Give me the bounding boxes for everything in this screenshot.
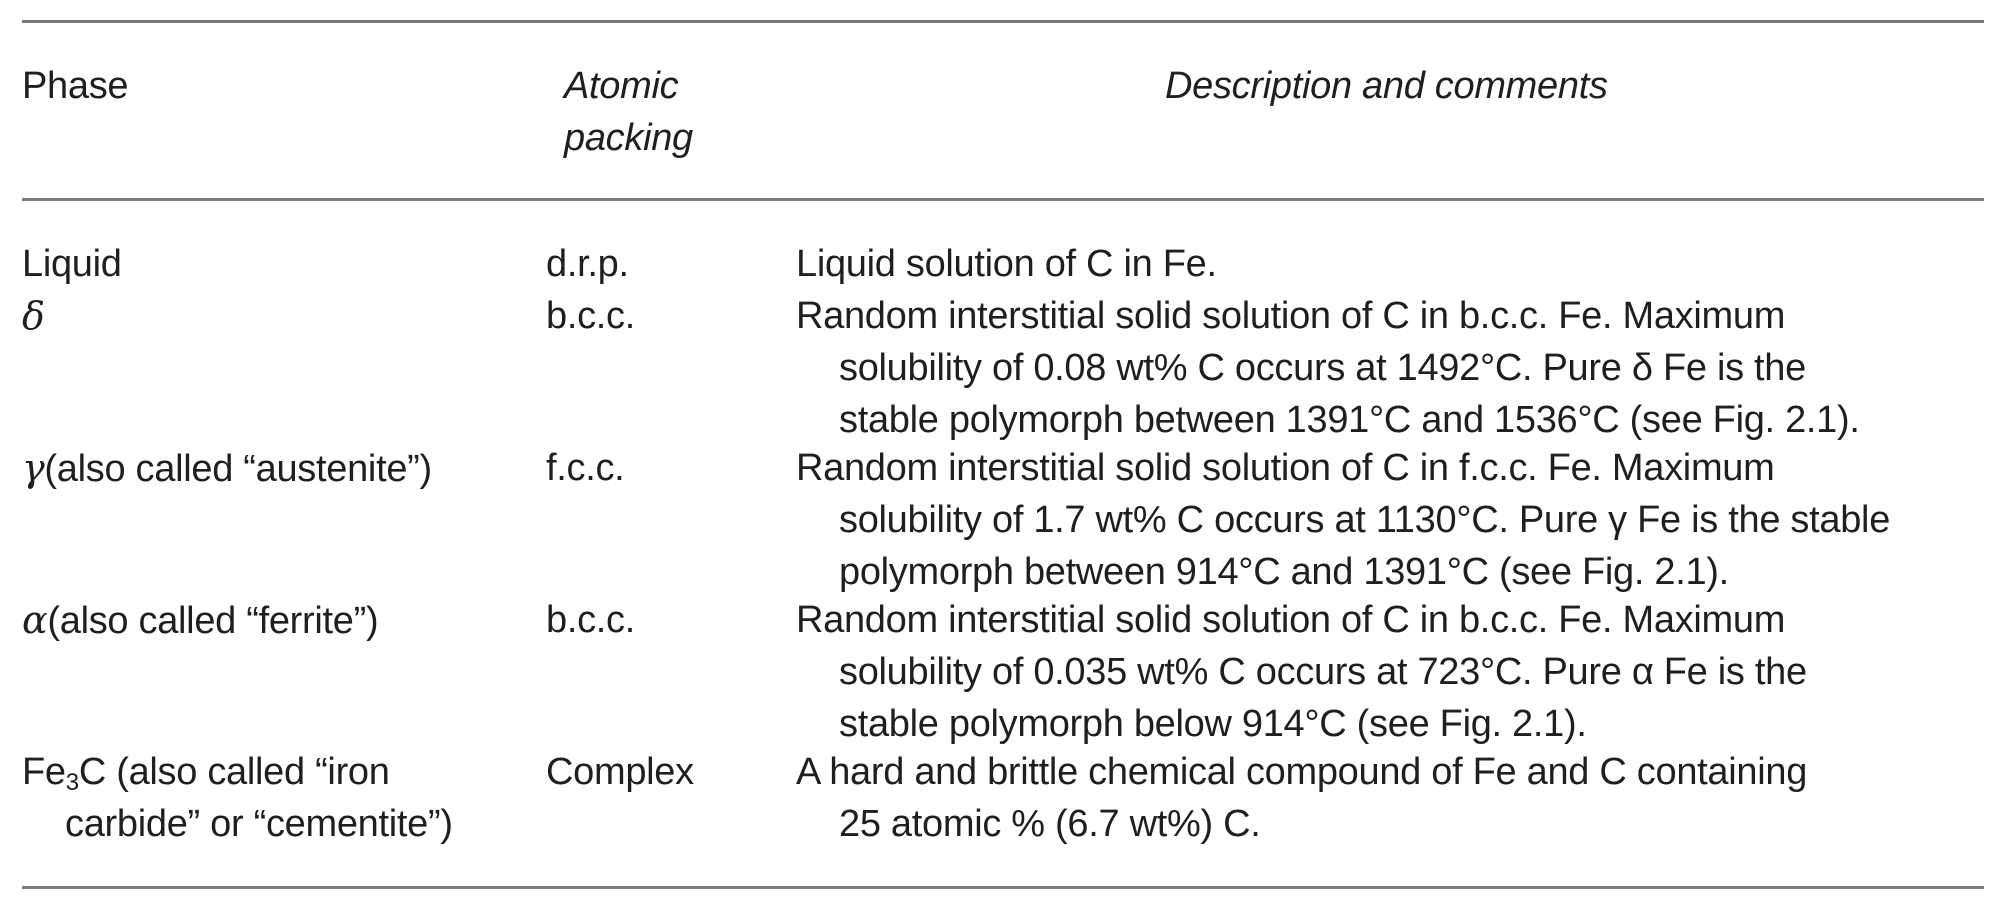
phase-text: (also called “austenite”): [44, 448, 432, 490]
description-line: stable polymorph between 1391°C and 1536…: [839, 399, 1860, 441]
description-line: Random interstitial solid solution of C …: [796, 295, 1786, 337]
description-line: polymorph between 914°C and 1391°C (see …: [839, 551, 1729, 593]
phase-name-continued: carbide” or “cementite”): [65, 803, 453, 845]
row-gamma-phase: γ(also called “austenite”): [22, 442, 432, 495]
header-atomic-packing-line2: packing: [564, 117, 693, 159]
row-alpha-description: Random interstitial solid solution of C …: [796, 594, 1807, 750]
phase-symbol: α: [22, 598, 48, 642]
description-line: Random interstitial solid solution of C …: [796, 447, 1775, 489]
description-line: solubility of 1.7 wt% C occurs at 1130°C…: [839, 499, 1891, 541]
description-line: Liquid solution of C in Fe.: [796, 243, 1217, 285]
header-description: Description and comments: [1165, 65, 1608, 107]
row-alpha-phase: α(also called “ferrite”): [22, 594, 379, 647]
header-phase: Phase: [22, 65, 129, 107]
table-top-rule: [22, 20, 1984, 23]
description-line: stable polymorph below 914°C (see Fig. 2…: [839, 703, 1587, 745]
description-line: A hard and brittle chemical compound of …: [796, 751, 1808, 793]
row-alpha-packing: b.c.c.: [546, 599, 636, 641]
row-cementite-packing: Complex: [546, 751, 694, 793]
phase-name: α(also called “ferrite”): [22, 594, 379, 647]
phase-name: Liquid: [22, 243, 122, 285]
phase-name: Fe3C (also called “iron: [22, 746, 453, 798]
row-delta-packing: b.c.c.: [546, 295, 636, 337]
row-delta-phase: δ: [22, 290, 45, 343]
row-liquid-description: Liquid solution of C in Fe.: [796, 238, 1217, 290]
phase-symbol: δ: [22, 294, 45, 338]
description-line: 25 atomic % (6.7 wt%) C.: [839, 803, 1261, 845]
phase-formula-subscript: 3: [65, 769, 79, 796]
phase-symbol: γ: [22, 446, 45, 490]
row-delta-description: Random interstitial solid solution of C …: [796, 290, 1860, 446]
header-atomic-packing-line1: Atomic: [564, 65, 679, 107]
description-line: Random interstitial solid solution of C …: [796, 599, 1786, 641]
phase-formula-tail: C (also called “iron: [78, 751, 390, 793]
phase-name: δ: [22, 290, 45, 343]
row-liquid-packing: d.r.p.: [546, 243, 629, 285]
row-cementite-phase: Fe3C (also called “iron carbide” or “cem…: [22, 746, 453, 850]
phase-text: (also called “ferrite”): [47, 600, 379, 642]
row-liquid-phase: Liquid: [22, 238, 122, 290]
phase-formula-main: Fe: [22, 751, 66, 793]
description-line: solubility of 0.035 wt% C occurs at 723°…: [839, 651, 1807, 693]
header-atomic-packing: Atomic packing: [564, 60, 693, 164]
row-cementite-description: A hard and brittle chemical compound of …: [796, 746, 1807, 850]
row-gamma-description: Random interstitial solid solution of C …: [796, 442, 1890, 598]
phase-name: γ(also called “austenite”): [22, 442, 432, 495]
table-bottom-rule: [22, 886, 1984, 889]
row-gamma-packing: f.c.c.: [546, 447, 625, 489]
table-header-rule: [22, 198, 1984, 201]
description-line: solubility of 0.08 wt% C occurs at 1492°…: [839, 347, 1806, 389]
